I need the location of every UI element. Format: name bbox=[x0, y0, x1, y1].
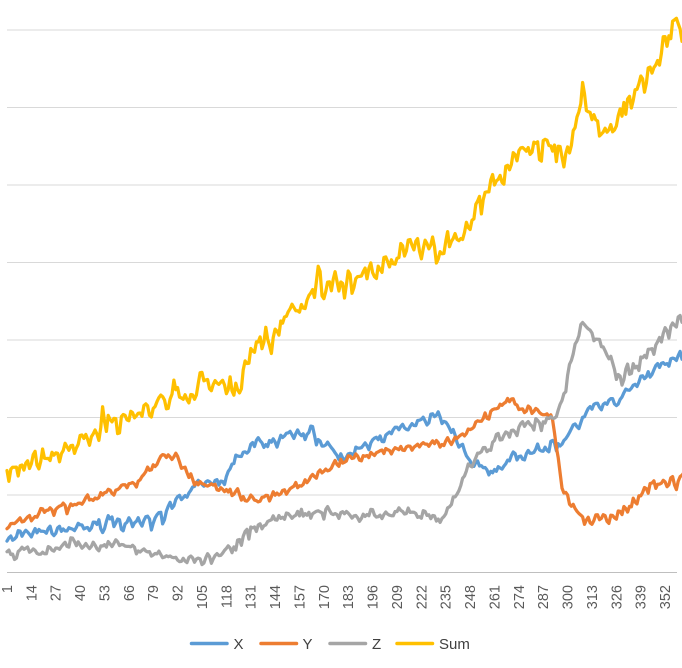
svg-text:261: 261 bbox=[487, 585, 503, 609]
svg-text:105: 105 bbox=[195, 585, 211, 609]
svg-text:53: 53 bbox=[97, 585, 113, 601]
svg-text:313: 313 bbox=[585, 585, 601, 609]
svg-text:339: 339 bbox=[634, 585, 650, 609]
svg-text:326: 326 bbox=[609, 585, 625, 609]
svg-text:157: 157 bbox=[292, 585, 308, 609]
svg-text:352: 352 bbox=[658, 585, 674, 609]
svg-text:92: 92 bbox=[171, 585, 187, 601]
svg-text:1: 1 bbox=[0, 585, 16, 593]
svg-text:Z: Z bbox=[372, 636, 381, 653]
svg-text:Sum: Sum bbox=[439, 636, 470, 653]
svg-text:248: 248 bbox=[463, 585, 479, 609]
svg-text:Y: Y bbox=[303, 636, 313, 653]
svg-text:144: 144 bbox=[268, 585, 284, 609]
svg-text:X: X bbox=[234, 636, 244, 653]
svg-text:274: 274 bbox=[512, 585, 528, 609]
svg-text:66: 66 bbox=[122, 585, 138, 601]
svg-text:27: 27 bbox=[49, 585, 65, 601]
svg-text:222: 222 bbox=[414, 585, 430, 609]
svg-text:170: 170 bbox=[317, 585, 333, 609]
svg-text:183: 183 bbox=[341, 585, 357, 609]
svg-text:79: 79 bbox=[146, 585, 162, 601]
svg-text:40: 40 bbox=[73, 585, 89, 601]
svg-text:118: 118 bbox=[219, 585, 235, 608]
svg-text:209: 209 bbox=[390, 585, 406, 609]
svg-text:14: 14 bbox=[24, 585, 40, 601]
svg-text:235: 235 bbox=[439, 585, 455, 609]
svg-text:196: 196 bbox=[366, 585, 382, 609]
svg-text:300: 300 bbox=[561, 585, 577, 609]
svg-text:131: 131 bbox=[244, 585, 260, 609]
svg-text:287: 287 bbox=[536, 585, 552, 609]
